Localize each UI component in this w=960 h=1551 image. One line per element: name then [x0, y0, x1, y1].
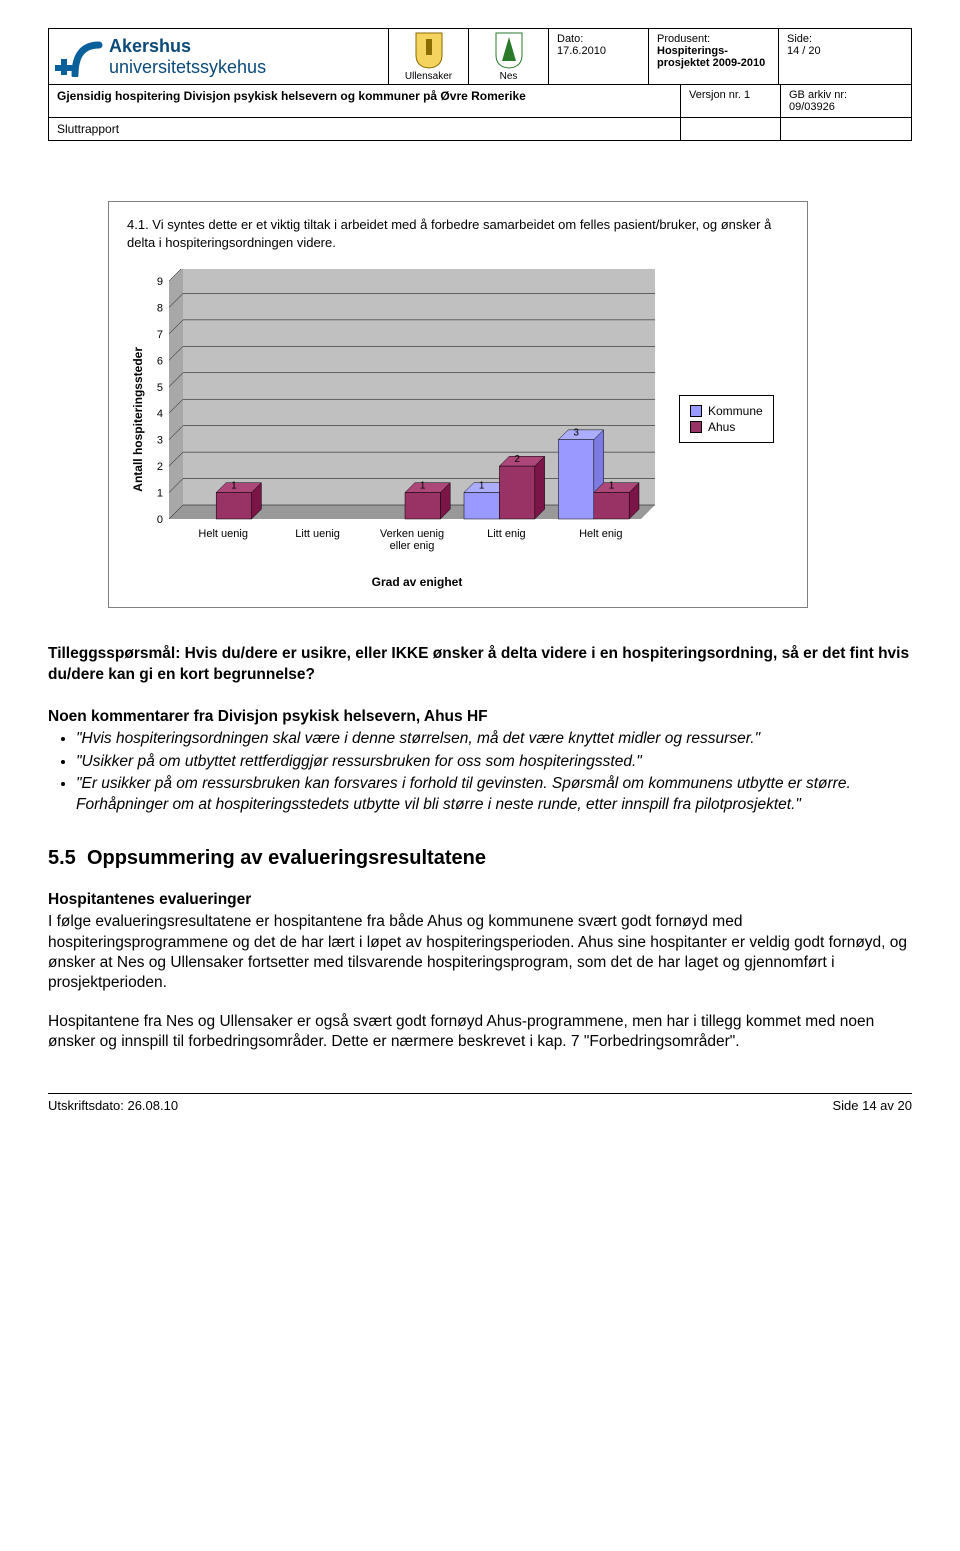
- doc-title: Gjensidig hospitering Divisjon psykisk h…: [49, 85, 681, 117]
- doc-archive: GB arkiv nr: 09/03926: [781, 85, 911, 117]
- legend-label-kommune: Kommune: [708, 404, 763, 418]
- svg-text:4: 4: [157, 408, 163, 420]
- svg-text:7: 7: [157, 329, 163, 341]
- bar-chart: 0 1 2 3 4 5 6 7 8 9 1 Helt uenig Litt uenig 1 Verken u…: [145, 269, 665, 569]
- list-item: "Hvis hospiteringsordningen skal være i …: [76, 729, 912, 749]
- svg-text:9: 9: [157, 276, 163, 288]
- svg-text:2: 2: [157, 461, 163, 473]
- comments-heading: Noen kommentarer fra Divisjon psykisk he…: [48, 707, 912, 727]
- svg-text:1: 1: [231, 481, 237, 492]
- nes-crest-icon: [494, 31, 524, 69]
- svg-text:1: 1: [420, 481, 426, 492]
- chart-x-axis-label: Grad av enighet: [187, 575, 647, 589]
- svg-text:Litt enig: Litt enig: [487, 528, 526, 540]
- list-item: "Er usikker på om ressursbruken kan fors…: [76, 774, 912, 815]
- svg-text:1: 1: [479, 481, 485, 492]
- section-heading: 5.5 Oppsummering av evalueringsresultate…: [48, 845, 912, 871]
- chart-container: 4.1. Vi syntes dette er et viktig tiltak…: [108, 201, 808, 608]
- legend-item-ahus: Ahus: [690, 420, 763, 434]
- svg-text:5: 5: [157, 382, 163, 394]
- svg-text:1: 1: [157, 488, 163, 500]
- svg-text:Verken uenig: Verken uenig: [380, 528, 444, 540]
- svg-text:6: 6: [157, 355, 163, 367]
- svg-text:8: 8: [157, 303, 163, 315]
- header-page: Side: 14 / 20: [779, 29, 839, 84]
- municipality-ullensaker: Ullensaker: [389, 29, 469, 84]
- svg-text:3: 3: [573, 428, 579, 439]
- legend-swatch-ahus: [690, 421, 702, 433]
- ullensaker-crest-icon: [414, 31, 444, 69]
- legend-item-kommune: Kommune: [690, 404, 763, 418]
- svg-text:1: 1: [609, 481, 615, 492]
- header-producer: Produsent: Hospiterings-prosjektet 2009-…: [649, 29, 779, 84]
- chart-legend: Kommune Ahus: [679, 395, 774, 443]
- org-name: Akershus universitetssykehus: [109, 36, 266, 78]
- svg-text:0: 0: [157, 514, 163, 526]
- paragraph: Hospitantene fra Nes og Ullensaker er og…: [48, 1012, 912, 1053]
- svg-text:Helt uenig: Helt uenig: [198, 528, 248, 540]
- municipality-nes: Nes: [469, 29, 549, 84]
- document-header: Akershus universitetssykehus Ullensaker …: [48, 28, 912, 141]
- svg-text:3: 3: [157, 435, 163, 447]
- list-item: "Usikker på om utbyttet rettferdiggjør r…: [76, 752, 912, 772]
- doc-version: Versjon nr. 1: [681, 85, 781, 117]
- legend-swatch-kommune: [690, 405, 702, 417]
- document-body: Tilleggsspørsmål: Hvis du/dere er usikre…: [48, 644, 912, 1053]
- ahus-logo: Akershus universitetssykehus: [55, 36, 266, 78]
- svg-text:Litt uenig: Litt uenig: [295, 528, 340, 540]
- comments-list: "Hvis hospiteringsordningen skal være i …: [48, 729, 912, 815]
- doc-subtitle: Sluttrapport: [49, 118, 681, 140]
- tillegg-question: Tilleggsspørsmål: Hvis du/dere er usikre…: [48, 644, 912, 685]
- svg-text:Helt enig: Helt enig: [579, 528, 622, 540]
- svg-text:2: 2: [514, 454, 520, 465]
- svg-text:eller enig: eller enig: [390, 540, 435, 552]
- header-date: Dato: 17.6.2010: [549, 29, 649, 84]
- ahus-logo-icon: [55, 37, 103, 77]
- footer-print-date: Utskriftsdato: 26.08.10: [48, 1098, 178, 1113]
- subsection-heading: Hospitantenes evalueringer: [48, 890, 912, 910]
- nes-label: Nes: [471, 71, 546, 82]
- page-footer: Utskriftsdato: 26.08.10 Side 14 av 20: [48, 1093, 912, 1113]
- org-logo-cell: Akershus universitetssykehus: [49, 29, 389, 84]
- legend-label-ahus: Ahus: [708, 420, 735, 434]
- paragraph: I følge evalueringsresultatene er hospit…: [48, 912, 912, 994]
- chart-title: 4.1. Vi syntes dette er et viktig tiltak…: [127, 216, 789, 251]
- ullensaker-label: Ullensaker: [391, 71, 466, 82]
- chart-y-axis-label: Antall hospiteringssteder: [127, 347, 145, 492]
- footer-page-number: Side 14 av 20: [832, 1098, 912, 1113]
